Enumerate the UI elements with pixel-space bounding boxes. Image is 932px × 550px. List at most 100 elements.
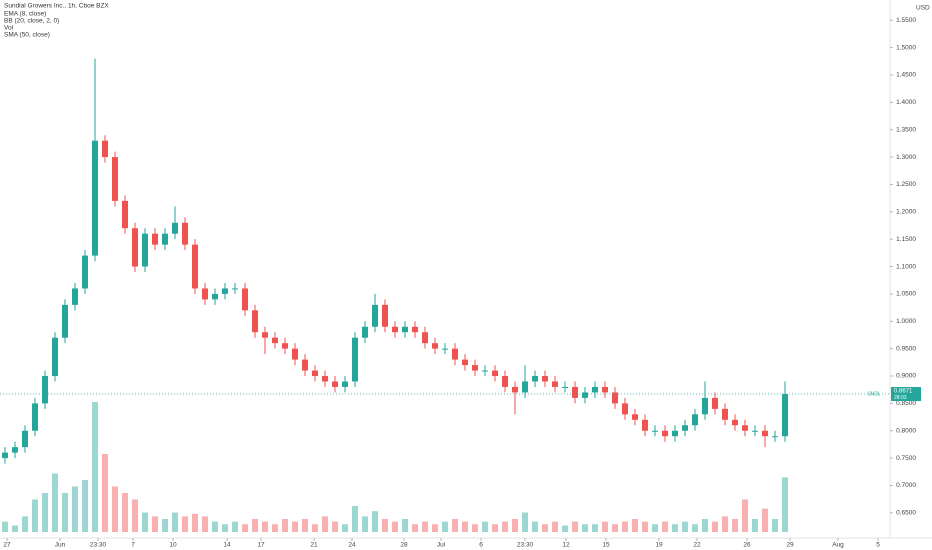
candle-body (232, 288, 238, 290)
volume-bar (652, 524, 658, 532)
candle-body (182, 222, 188, 245)
volume-bar (622, 521, 628, 532)
candle-body (612, 392, 618, 404)
y-tick-label: 1.0500 (896, 291, 916, 298)
y-tick-label: 1.4000 (896, 99, 916, 106)
x-tick-label: 17 (257, 542, 265, 549)
volume-bar (152, 516, 158, 532)
candle-body (662, 430, 668, 437)
candle-body (2, 452, 8, 459)
volume-bar (342, 524, 348, 532)
volume-bar (382, 519, 388, 532)
y-tick-label: 0.7500 (896, 455, 916, 462)
volume-bar (742, 499, 748, 532)
volume-bar (372, 511, 378, 532)
volume-bar (162, 519, 168, 532)
y-tick-label: 1.2500 (896, 181, 916, 188)
y-tick-label: 0.6500 (896, 510, 916, 517)
volume-bar (612, 524, 618, 532)
candle-body (172, 222, 178, 234)
candle-body (282, 343, 288, 349)
y-tick-label: 1.5500 (896, 17, 916, 24)
volume-bar (732, 519, 738, 532)
volume-bar (412, 524, 418, 532)
candle-body (652, 430, 658, 432)
currency-label: USD (916, 5, 930, 12)
candle-body (672, 430, 678, 437)
candle-body (112, 157, 118, 201)
volume-bar (202, 516, 208, 532)
candle-body (742, 425, 748, 431)
volume-bar (62, 493, 68, 532)
volume-bar (672, 524, 678, 532)
volume-bar (532, 521, 538, 532)
volume-bar (642, 521, 648, 532)
x-tick-label: 6 (479, 542, 483, 549)
candle-body (512, 386, 518, 393)
x-tick-label: 14 (223, 542, 231, 549)
candle-body (782, 394, 788, 437)
volume-bar (192, 513, 198, 532)
candle-body (72, 288, 78, 305)
x-tick-label: 12 (562, 542, 570, 549)
volume-bar (442, 521, 448, 532)
volume-bar (22, 516, 28, 532)
candle-body (472, 365, 478, 371)
volume-bar (432, 524, 438, 532)
volume-bar (762, 508, 768, 532)
y-tick-label: 1.4500 (896, 72, 916, 79)
volume-bar (82, 480, 88, 532)
candle-body (432, 343, 438, 349)
volume-bar (502, 521, 508, 532)
volume-bar (252, 519, 258, 532)
price-badge (891, 387, 921, 402)
candle-body (352, 337, 358, 382)
candle-body (462, 359, 468, 366)
y-tick-label: 0.9000 (896, 373, 916, 380)
candle-body (192, 244, 198, 289)
candle-body (362, 326, 368, 338)
volume-bar (262, 521, 268, 532)
volume-bar (722, 516, 728, 532)
candle-body (582, 392, 588, 398)
volume-bar (592, 524, 598, 532)
volume-bar (512, 519, 518, 532)
candle-body (322, 376, 328, 382)
volume-bar (782, 477, 788, 532)
x-tick-label: 29 (786, 542, 794, 549)
candle-body (422, 332, 428, 344)
candle-body (532, 376, 538, 382)
last-price-label: 0.8671 (894, 389, 913, 395)
candle-body (302, 359, 308, 371)
y-tick-label: 0.7000 (896, 482, 916, 489)
y-tick-label: 0.8500 (896, 400, 916, 407)
candle-body (92, 140, 98, 256)
indicator-label: BB (20, close, 2, 0) (4, 18, 59, 25)
volume-bar (752, 519, 758, 532)
x-tick-label: 23:30 (517, 542, 534, 549)
volume-bar (102, 454, 108, 532)
y-tick-label: 1.5000 (896, 44, 916, 51)
candle-body (102, 140, 108, 158)
candle-body (242, 288, 248, 311)
y-tick-label: 1.1000 (896, 263, 916, 270)
volume-bar (552, 521, 558, 532)
candle-body (762, 430, 768, 437)
candle-body (142, 233, 148, 267)
volume-bar (112, 486, 118, 532)
volume-bar (452, 519, 458, 532)
candle-body (212, 293, 218, 300)
volume-bar (182, 516, 188, 532)
volume-bar (682, 521, 688, 532)
candle-body (32, 403, 38, 431)
volume-bar (362, 516, 368, 532)
volume-bar (422, 521, 428, 532)
volume-bar (522, 512, 528, 532)
volume-bar (482, 521, 488, 532)
x-tick-label: 24 (348, 542, 356, 549)
volume-bar (52, 473, 58, 532)
candle-body (622, 403, 628, 415)
candle-body (562, 386, 568, 388)
candle-body (552, 381, 558, 387)
